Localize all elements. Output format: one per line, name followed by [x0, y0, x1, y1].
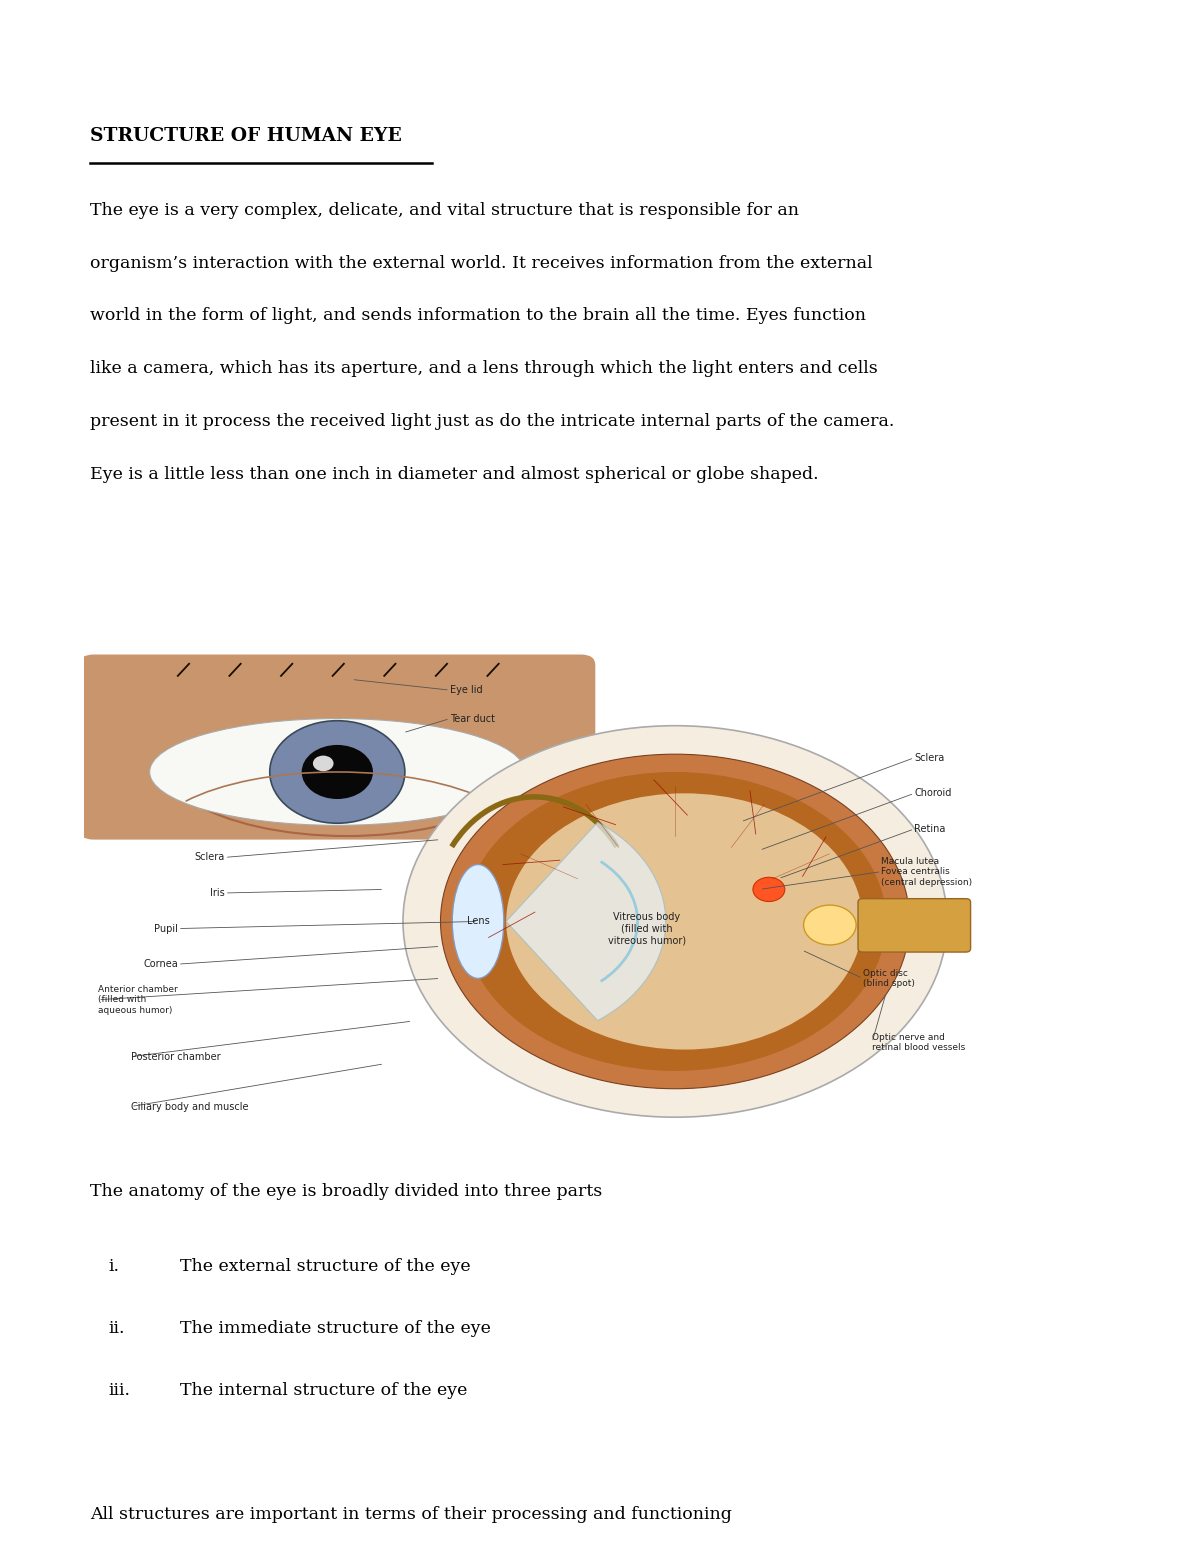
Text: world in the form of light, and sends information to the brain all the time. Eye: world in the form of light, and sends in… — [90, 307, 866, 325]
Text: Retina: Retina — [914, 825, 946, 834]
Text: Vitreous body
(filled with
vitreous humor): Vitreous body (filled with vitreous humo… — [608, 912, 686, 946]
Text: Optic nerve and
retinal blood vessels: Optic nerve and retinal blood vessels — [872, 1033, 965, 1051]
Ellipse shape — [452, 865, 504, 978]
Ellipse shape — [440, 755, 910, 1089]
Ellipse shape — [150, 719, 524, 825]
Text: ii.: ii. — [108, 1320, 125, 1337]
Text: The eye is a very complex, delicate, and vital structure that is responsible for: The eye is a very complex, delicate, and… — [90, 202, 799, 219]
FancyBboxPatch shape — [79, 654, 595, 840]
Text: i.: i. — [108, 1258, 119, 1275]
Ellipse shape — [464, 772, 886, 1072]
Text: Tear duct: Tear duct — [450, 713, 494, 724]
Circle shape — [804, 905, 856, 944]
Text: The external structure of the eye: The external structure of the eye — [180, 1258, 470, 1275]
Text: Ciliary body and muscle: Ciliary body and muscle — [131, 1101, 248, 1112]
Text: STRUCTURE OF HUMAN EYE: STRUCTURE OF HUMAN EYE — [90, 127, 402, 146]
Text: The internal structure of the eye: The internal structure of the eye — [180, 1382, 467, 1399]
Text: Iris: Iris — [210, 888, 224, 898]
Text: like a camera, which has its aperture, and a lens through which the light enters: like a camera, which has its aperture, a… — [90, 360, 877, 377]
Text: Cornea: Cornea — [143, 960, 178, 969]
Ellipse shape — [506, 794, 863, 1050]
Text: Posterior chamber: Posterior chamber — [131, 1051, 221, 1062]
Text: Eye lid: Eye lid — [450, 685, 482, 696]
Text: The anatomy of the eye is broadly divided into three parts: The anatomy of the eye is broadly divide… — [90, 1183, 602, 1200]
Text: iii.: iii. — [108, 1382, 130, 1399]
Text: Anterior chamber
(filled with
aqueous humor): Anterior chamber (filled with aqueous hu… — [98, 985, 178, 1014]
Text: present in it process the received light just as do the intricate internal parts: present in it process the received light… — [90, 413, 894, 430]
Text: Optic disc
(blind spot): Optic disc (blind spot) — [863, 969, 914, 988]
Circle shape — [270, 721, 404, 823]
Circle shape — [313, 756, 334, 772]
Text: Macula lutea
Fovea centralis
(central depression): Macula lutea Fovea centralis (central de… — [882, 857, 972, 887]
Text: Choroid: Choroid — [914, 789, 952, 798]
Text: The immediate structure of the eye: The immediate structure of the eye — [180, 1320, 491, 1337]
Text: Eye is a little less than one inch in diameter and almost spherical or globe sha: Eye is a little less than one inch in di… — [90, 466, 818, 483]
Text: Pupil: Pupil — [154, 924, 178, 933]
Wedge shape — [506, 823, 666, 1020]
Ellipse shape — [403, 725, 947, 1117]
Text: organism’s interaction with the external world. It receives information from the: organism’s interaction with the external… — [90, 255, 872, 272]
Circle shape — [301, 745, 373, 798]
Circle shape — [752, 877, 785, 901]
Text: All structures are important in terms of their processing and functioning: All structures are important in terms of… — [90, 1506, 732, 1523]
Text: Sclera: Sclera — [194, 853, 224, 862]
FancyBboxPatch shape — [858, 899, 971, 952]
Text: Lens: Lens — [467, 916, 490, 927]
Text: Sclera: Sclera — [914, 753, 944, 763]
